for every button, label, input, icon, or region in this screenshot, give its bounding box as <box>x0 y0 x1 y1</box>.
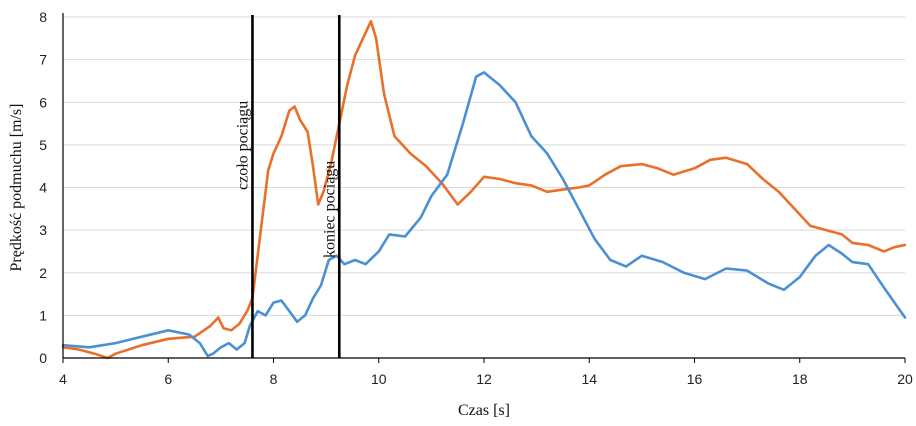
x-axis-title: Czas [s] <box>458 402 510 419</box>
y-tick-label-5: 5 <box>39 137 47 153</box>
y-tick-label-4: 4 <box>39 180 47 196</box>
y-tick-label-0: 0 <box>39 350 47 366</box>
y-axis-title: Prędkość podmuchu [m/s] <box>8 104 25 272</box>
x-tick-label-3: 10 <box>371 371 387 387</box>
grid-lines <box>63 16 905 316</box>
axes <box>62 13 906 363</box>
series-line-blue <box>61 71 907 358</box>
x-tick-label-8: 20 <box>897 371 913 387</box>
x-tick-label-7: 18 <box>792 371 808 387</box>
y-tick-label-3: 3 <box>39 222 47 238</box>
marker-label-0: czoło pociągu <box>234 101 251 190</box>
x-tick-label-6: 16 <box>687 371 703 387</box>
y-tick-label-6: 6 <box>39 94 47 110</box>
y-tick-label-2: 2 <box>39 265 47 281</box>
marker-lines: czoło pociągu koniec pociągu <box>234 15 341 358</box>
series-line-orange <box>61 19 907 360</box>
y-tick-label-7: 7 <box>39 52 47 68</box>
series-group <box>61 19 907 360</box>
y-tick-label-8: 8 <box>39 9 47 25</box>
marker-label-1: koniec pociągu <box>321 161 338 258</box>
y-tick-label-1: 1 <box>39 307 47 323</box>
x-tick-label-5: 14 <box>581 371 597 387</box>
x-tick-label-1: 6 <box>164 371 172 387</box>
x-tick-label-0: 4 <box>59 371 67 387</box>
x-tick-label-4: 12 <box>476 371 492 387</box>
x-tick-label-2: 8 <box>270 371 278 387</box>
